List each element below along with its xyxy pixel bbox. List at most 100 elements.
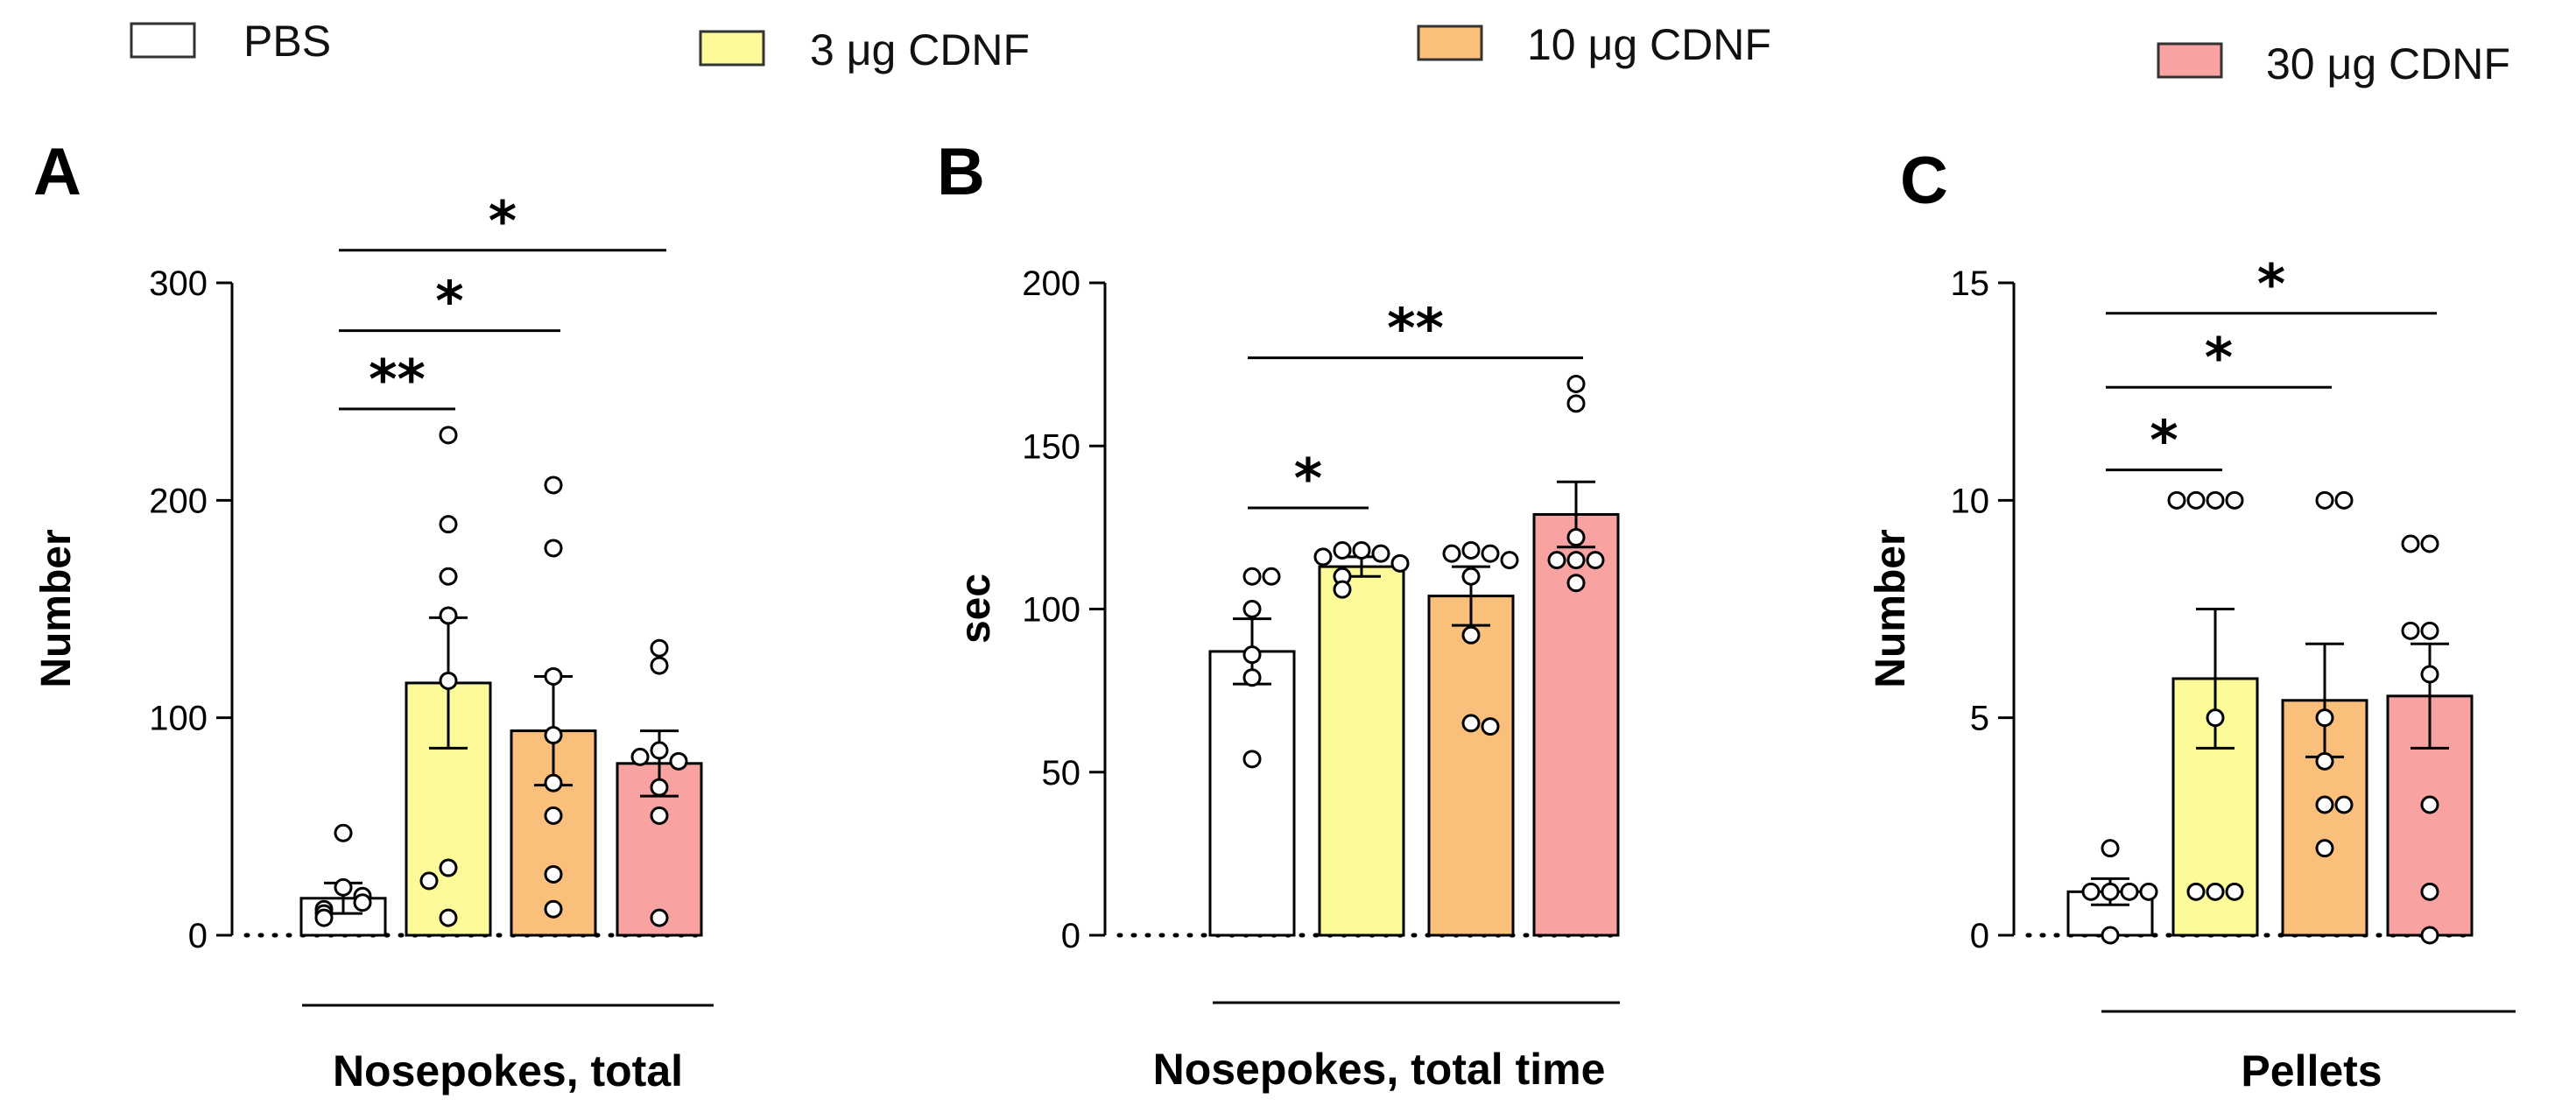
y-tick-label: 200: [1022, 264, 1080, 303]
data-point-30ug: [1566, 528, 1586, 547]
data-point-10ug: [544, 475, 563, 495]
data-point-30ug: [2420, 795, 2439, 814]
data-point-10ug: [1461, 567, 1481, 586]
data-point-pbs: [334, 823, 353, 842]
bar-3ug: [405, 681, 492, 937]
data-point-pbs: [2101, 926, 2120, 945]
data-point-3ug: [439, 426, 458, 445]
significance-label: *: [1294, 447, 1322, 511]
data-point-pbs: [2139, 882, 2158, 901]
panel-letter-a: A: [33, 135, 81, 209]
data-point-3ug: [2225, 882, 2244, 901]
data-point-30ug: [650, 638, 669, 658]
data-point-30ug: [2401, 621, 2420, 640]
data-point-10ug: [544, 539, 563, 558]
y-tick-label: 0: [1061, 917, 1080, 955]
data-point-10ug: [1461, 714, 1481, 733]
legend-label-pbs: PBS: [243, 17, 331, 66]
data-point-3ug: [2206, 882, 2225, 901]
data-point-30ug: [2420, 926, 2439, 945]
data-point-10ug: [2315, 839, 2334, 858]
data-point-30ug: [650, 778, 669, 797]
data-point-30ug: [2401, 534, 2420, 553]
y-tick-label: 150: [1022, 427, 1080, 466]
bar-3ug: [1318, 565, 1405, 937]
data-point-3ug: [2206, 708, 2225, 728]
data-point-pbs: [1242, 567, 1262, 586]
data-point-3ug: [439, 567, 458, 586]
data-point-10ug: [1481, 717, 1500, 736]
legend-swatch-3ug: [699, 30, 765, 67]
data-point-30ug: [1547, 551, 1566, 570]
x-axis-label: Nosepokes, total: [333, 1046, 683, 1095]
data-point-pbs: [334, 877, 353, 897]
data-point-pbs: [2101, 839, 2120, 858]
significance-label: *: [489, 189, 517, 253]
data-point-10ug: [2315, 795, 2334, 814]
data-point-10ug: [2315, 751, 2334, 771]
data-point-pbs: [2101, 882, 2120, 901]
data-point-30ug: [2420, 534, 2439, 553]
significance-label: *: [2257, 252, 2285, 316]
panel-letter-b: B: [937, 135, 985, 209]
data-point-3ug: [2225, 490, 2244, 510]
data-point-10ug: [1461, 540, 1481, 560]
data-point-30ug: [650, 908, 669, 927]
data-point-3ug: [439, 908, 458, 927]
data-point-3ug: [1390, 553, 1410, 573]
data-point-10ug: [2334, 795, 2354, 814]
legend-swatch-30ug: [2157, 42, 2223, 79]
data-point-10ug: [2334, 490, 2354, 510]
data-point-10ug: [1442, 544, 1461, 563]
data-point-30ug: [1566, 394, 1586, 413]
data-point-10ug: [1461, 625, 1481, 645]
data-point-30ug: [650, 656, 669, 675]
data-point-3ug: [2186, 490, 2206, 510]
significance-label: **: [1387, 297, 1444, 361]
y-axis-label: Number: [1868, 529, 1914, 687]
data-point-30ug: [2420, 621, 2439, 640]
legend-label-30ug: 30 μg CDNF: [2266, 39, 2510, 88]
y-tick-label: 0: [188, 917, 208, 955]
legend-swatch-pbs: [130, 22, 196, 59]
y-tick-label: 10: [1951, 482, 1990, 520]
data-point-pbs: [1242, 668, 1262, 687]
data-point-30ug: [650, 806, 669, 825]
data-point-pbs: [1262, 567, 1281, 586]
data-point-pbs: [2081, 882, 2101, 901]
data-point-10ug: [544, 864, 563, 884]
legend: PBS 3 μg CDNF 10 μg CDNF 30 μg CDNF: [130, 17, 2510, 88]
data-point-30ug: [630, 747, 650, 766]
x-axis-label: Nosepokes, total time: [1153, 1045, 1606, 1094]
data-point-10ug: [2315, 708, 2334, 728]
y-axis-label: Number: [33, 529, 80, 687]
significance-label: *: [2205, 326, 2233, 390]
data-point-3ug: [439, 606, 458, 625]
data-point-3ug: [439, 515, 458, 534]
data-point-10ug: [1500, 551, 1519, 570]
data-point-pbs: [353, 893, 372, 912]
data-point-pbs: [2120, 882, 2139, 901]
legend-swatch-10ug: [1417, 25, 1483, 61]
data-point-3ug: [2186, 882, 2206, 901]
y-axis-label: sec: [953, 574, 999, 644]
data-point-3ug: [1352, 540, 1371, 560]
data-point-3ug: [419, 871, 439, 891]
legend-label-10ug: 10 μg CDNF: [1527, 20, 1771, 69]
data-point-10ug: [1481, 544, 1500, 563]
x-axis-label: Pellets: [2241, 1046, 2382, 1095]
data-point-3ug: [439, 671, 458, 690]
data-point-3ug: [1371, 544, 1390, 563]
data-point-10ug: [2315, 490, 2334, 510]
data-point-3ug: [2167, 490, 2186, 510]
data-point-3ug: [1333, 580, 1352, 599]
data-point-10ug: [544, 773, 563, 792]
data-point-pbs: [314, 908, 334, 927]
data-point-30ug: [1566, 574, 1586, 593]
bar-10ug: [1427, 595, 1515, 937]
data-point-10ug: [544, 726, 563, 745]
y-tick-label: 100: [1022, 591, 1080, 630]
significance-label: *: [435, 270, 463, 334]
